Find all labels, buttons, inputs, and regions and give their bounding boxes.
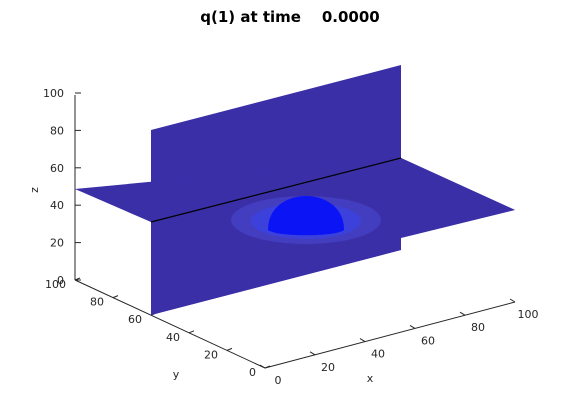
x-tick-label: 60 xyxy=(421,334,435,347)
y-tick xyxy=(188,330,195,334)
z-tick-label: 80 xyxy=(50,124,64,137)
z-tick-label: 60 xyxy=(50,162,64,175)
y-axis-line xyxy=(74,279,266,369)
y-tick xyxy=(74,277,81,281)
slice-surfaces xyxy=(75,65,515,315)
sphere-cap xyxy=(268,196,344,236)
z-tick-label: 100 xyxy=(43,87,64,100)
x-tick xyxy=(509,298,516,303)
y-tick-label: 0 xyxy=(249,366,256,379)
x-axis-line xyxy=(264,301,516,369)
y-tick-label: 20 xyxy=(204,348,218,361)
z-tick-label: 20 xyxy=(50,237,64,250)
slice-intersection-line xyxy=(150,157,402,223)
x-axis-label: x xyxy=(367,372,374,385)
z-tick-label: 0 xyxy=(57,274,64,287)
y-tick-label: 40 xyxy=(166,331,180,344)
y-tick xyxy=(226,347,233,351)
x-tick xyxy=(309,351,316,356)
y-tick xyxy=(264,365,271,369)
y-tick-label: 80 xyxy=(90,296,104,309)
y-tick xyxy=(112,295,119,299)
x-tick xyxy=(259,364,266,369)
x-tick-label: 100 xyxy=(518,308,539,321)
x-tick xyxy=(459,311,466,316)
z-tick-label: 40 xyxy=(50,199,64,212)
y-axis-label: y xyxy=(173,368,180,381)
vertical-slice-lower-front xyxy=(151,222,401,315)
x-tick xyxy=(409,324,416,329)
y-tick-label: 60 xyxy=(128,313,142,326)
x-tick-label: 40 xyxy=(371,348,385,361)
x-tick xyxy=(359,338,366,343)
x-tick-label: 80 xyxy=(471,321,485,334)
horizontal-slice-front xyxy=(151,158,515,238)
x-tick-label: 0 xyxy=(275,374,282,387)
chart-title: q(1) at time 0.0000 xyxy=(200,8,380,26)
y-tick-label: 100 xyxy=(45,278,66,291)
z-axis-label: z xyxy=(28,187,41,193)
x-tick-label: 20 xyxy=(321,361,335,374)
